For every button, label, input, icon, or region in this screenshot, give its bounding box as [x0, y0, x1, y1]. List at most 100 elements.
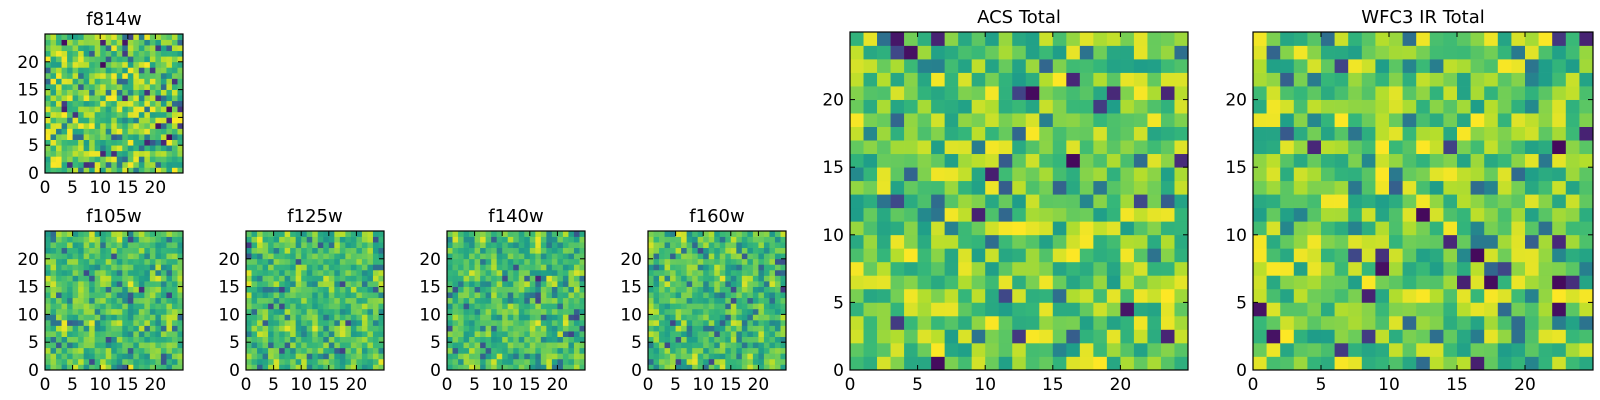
- heatmap-cell: [463, 308, 470, 315]
- heatmap-cell: [122, 50, 129, 57]
- heatmap-cell: [171, 253, 178, 260]
- heatmap-cell: [529, 269, 536, 276]
- heatmap-cell: [551, 314, 558, 321]
- heatmap-cell: [67, 286, 73, 293]
- heatmap-cell: [160, 342, 167, 349]
- heatmap-cell: [171, 72, 178, 79]
- heatmap-cell: [171, 122, 178, 129]
- heatmap-cell: [367, 353, 374, 360]
- heatmap-cell: [670, 308, 676, 315]
- heatmap-cell: [83, 236, 90, 243]
- heatmap-cell: [714, 269, 721, 276]
- heatmap-cell: [513, 331, 520, 337]
- axes-frame: [44, 33, 184, 174]
- heatmap-cell: [160, 308, 167, 315]
- heatmap-cell: [491, 342, 498, 349]
- heatmap-cell: [133, 111, 140, 118]
- heatmap-cell: [917, 32, 932, 46]
- heatmap-cell: [1334, 113, 1349, 127]
- heatmap-cell: [463, 231, 470, 237]
- heatmap-cell: [166, 231, 173, 237]
- heatmap-cell: [144, 45, 151, 52]
- heatmap-cell: [1321, 315, 1335, 330]
- heatmap-cell: [730, 342, 737, 349]
- heatmap-cell: [1565, 342, 1580, 357]
- axes-frame: [44, 230, 184, 371]
- heatmap-cell: [100, 95, 107, 102]
- heatmap-cell: [372, 269, 379, 276]
- heatmap-cell: [105, 253, 112, 260]
- heatmap-cell: [648, 247, 654, 254]
- heatmap-cell: [262, 258, 269, 265]
- heatmap-cell: [774, 275, 781, 282]
- heatmap-cell: [568, 231, 575, 237]
- heatmap-cell: [719, 364, 726, 371]
- x-tick-label: 20: [346, 375, 368, 395]
- heatmap-cell: [692, 342, 699, 349]
- heatmap-cell: [155, 342, 162, 349]
- heatmap-cell: [725, 258, 732, 265]
- heatmap-cell: [1106, 234, 1121, 249]
- heatmap-cell: [1470, 234, 1485, 249]
- heatmap-cell: [323, 264, 330, 271]
- heatmap-cell: [714, 297, 721, 304]
- heatmap-cell: [166, 106, 173, 113]
- heatmap-cell: [741, 331, 748, 337]
- heatmap-cell: [295, 358, 302, 365]
- heatmap-cell: [863, 329, 878, 344]
- heatmap-cell: [45, 111, 51, 118]
- heatmap-cell: [1484, 59, 1499, 73]
- heatmap-cell: [361, 242, 368, 249]
- heatmap-cell: [686, 353, 693, 360]
- heatmap-cell: [160, 67, 167, 74]
- heatmap-cell: [741, 297, 748, 304]
- heatmap-cell: [524, 308, 531, 315]
- heatmap-cell: [985, 329, 1000, 344]
- heatmap-cell: [94, 156, 101, 163]
- heatmap-cell: [1538, 32, 1553, 46]
- heatmap-cell: [1497, 315, 1512, 330]
- x-tick-label: 20: [547, 375, 569, 395]
- heatmap-cell: [83, 78, 90, 85]
- heatmap-cell: [100, 247, 107, 254]
- heatmap-cell: [138, 134, 145, 140]
- heatmap-cell: [171, 231, 178, 237]
- heatmap-cell: [1052, 32, 1067, 46]
- heatmap-cell: [1402, 248, 1417, 263]
- heatmap-cell: [1375, 99, 1390, 114]
- heatmap-cell: [50, 117, 57, 124]
- heatmap-cell: [116, 275, 123, 282]
- heatmap-cell: [177, 325, 184, 332]
- heatmap-cell: [496, 331, 503, 337]
- heatmap-cell: [546, 364, 553, 371]
- heatmap-cell: [127, 286, 134, 293]
- heatmap-cell: [133, 319, 140, 326]
- heatmap-cell: [372, 264, 379, 271]
- heatmap-cell: [524, 258, 531, 265]
- heatmap-cell: [452, 269, 459, 276]
- heatmap-cell: [1147, 248, 1162, 263]
- heatmap-cell: [111, 297, 118, 304]
- heatmap-cell: [659, 342, 665, 349]
- heatmap-cell: [105, 275, 112, 282]
- heatmap-cell: [67, 134, 73, 140]
- heatmap-cell: [971, 356, 986, 371]
- heatmap-cell: [127, 347, 134, 354]
- heatmap-cell: [67, 50, 73, 57]
- heatmap-cell: [67, 353, 73, 360]
- heatmap-cell: [45, 56, 51, 63]
- heatmap-cell: [529, 336, 536, 343]
- heatmap-cell: [513, 353, 520, 360]
- heatmap-cell: [703, 286, 710, 293]
- heatmap-cell: [1120, 194, 1135, 209]
- heatmap-cell: [356, 364, 363, 371]
- heatmap-cell: [105, 84, 112, 90]
- heatmap-cell: [1321, 302, 1335, 317]
- heatmap-cell: [692, 303, 699, 310]
- heatmap-cell: [372, 319, 379, 326]
- heatmap-cell: [774, 231, 781, 237]
- heatmap-cell: [675, 264, 682, 271]
- heatmap-cell: [111, 236, 118, 243]
- heatmap-cell: [513, 308, 520, 315]
